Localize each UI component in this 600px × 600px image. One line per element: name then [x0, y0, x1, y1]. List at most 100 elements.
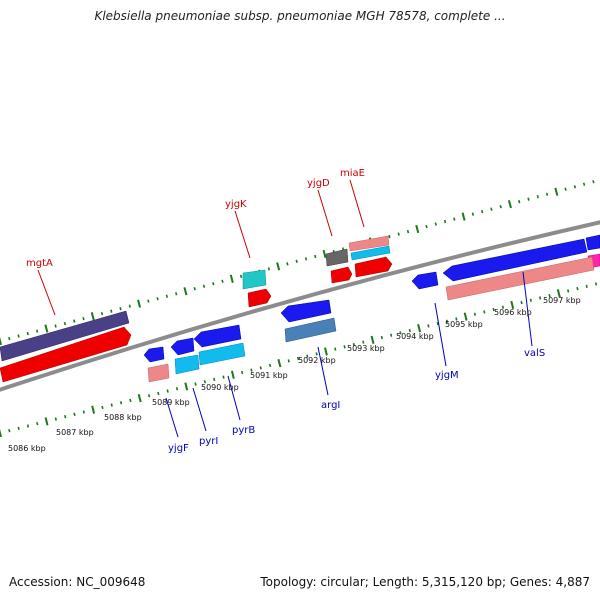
feature-yjgF-cds[interactable] — [147, 363, 170, 383]
feature-pyrB-cds[interactable] — [198, 342, 246, 366]
scale-5091-kbp: 5091 kbp — [250, 371, 288, 380]
reverse-tick — [0, 428, 2, 438]
reverse-tick — [352, 342, 356, 347]
feature-yjgF-gene[interactable] — [143, 346, 165, 363]
reverse-tick — [380, 335, 383, 340]
feature-valS-gene[interactable] — [442, 238, 588, 282]
reverse-tick — [166, 389, 169, 393]
leader-yjgF — [165, 397, 179, 438]
forward-tick — [545, 192, 549, 196]
scale-5089-kbp: 5089 kbp — [152, 398, 190, 407]
feature-argI-cds[interactable] — [284, 317, 337, 343]
forward-tick — [17, 334, 20, 338]
forward-tick — [221, 279, 224, 283]
reverse-tick — [203, 380, 207, 384]
gene-label-argI[interactable]: argI — [321, 400, 340, 411]
feature-yjgD-gene[interactable] — [325, 248, 349, 267]
forward-tick — [322, 249, 327, 259]
feature-miaE-cds-red[interactable] — [354, 256, 393, 278]
leader-miaE — [349, 179, 365, 228]
reverse-tick — [390, 333, 393, 337]
gene-label-yjgF[interactable]: yjgF — [168, 443, 189, 454]
reverse-tick — [520, 301, 523, 305]
forward-tick — [554, 187, 559, 196]
forward-tick — [406, 229, 410, 234]
forward-tick — [564, 187, 567, 191]
forward-features — [0, 234, 600, 383]
reverse-tick — [306, 354, 309, 358]
gene-label-yjgD[interactable]: yjgD — [307, 178, 330, 189]
reverse-tick — [548, 293, 551, 298]
forward-tick — [229, 274, 234, 283]
feature-argI-gene[interactable] — [280, 299, 332, 323]
feature-miaE-cds[interactable] — [350, 245, 391, 261]
reverse-tick — [230, 370, 235, 379]
feature-pyrI-gene[interactable] — [170, 337, 195, 356]
forward-tick — [35, 329, 39, 333]
feature-mgtA-gene[interactable] — [0, 310, 130, 362]
gene-label-yjgK[interactable]: yjgK — [225, 199, 247, 210]
forward-tick — [73, 319, 76, 323]
forward-tick — [202, 284, 206, 288]
gene-label-miaE[interactable]: miaE — [340, 168, 365, 179]
forward-tick — [415, 224, 420, 234]
forward-tick — [276, 262, 281, 271]
forward-tick — [461, 212, 466, 221]
feature-yjgM-gene[interactable] — [411, 271, 439, 290]
gene-label-pyrB[interactable]: pyrB — [232, 425, 255, 436]
reverse-tick — [556, 289, 561, 298]
scale-5096-kbp: 5096 kbp — [494, 308, 532, 317]
forward-tick — [286, 262, 289, 266]
reverse-tick — [427, 324, 430, 328]
scale-labels: 5086 kbp 5087 kbp 5088 kbp 5089 kbp 5090… — [8, 296, 581, 453]
reverse-tick — [157, 391, 160, 396]
forward-tick — [128, 304, 131, 308]
feature-yjgK-gene[interactable] — [242, 269, 267, 290]
feature-pyrI-cds[interactable] — [174, 354, 200, 375]
reverse-tick — [408, 328, 411, 333]
forward-tick — [193, 287, 196, 291]
forward-tick — [314, 254, 317, 259]
feature-valS-cds[interactable] — [445, 256, 595, 301]
forward-tick — [8, 336, 11, 341]
scale-5087-kbp: 5087 kbp — [56, 428, 94, 437]
forward-tick — [175, 292, 178, 296]
forward-tick — [147, 299, 150, 303]
feature-mgtA-cds[interactable] — [0, 326, 132, 383]
forward-tick — [90, 312, 95, 321]
feature-yjgK-cds[interactable] — [247, 288, 272, 308]
reverse-tick — [222, 375, 225, 379]
forward-tick — [592, 180, 595, 184]
forward-tick — [304, 257, 308, 261]
reverse-tick — [110, 403, 113, 407]
reverse-tick-row — [0, 282, 598, 438]
reverse-tick — [259, 366, 262, 370]
gene-labels: mgtA yjgK yjgD miaE yjgF pyrI pyrB argI … — [26, 168, 545, 454]
reverse-tick — [44, 417, 49, 426]
forward-tick — [239, 274, 243, 279]
gene-label-yjgM[interactable]: yjgM — [435, 370, 459, 381]
feature-right-blue[interactable] — [585, 234, 600, 251]
reverse-tick — [137, 393, 142, 403]
gene-label-pyrI[interactable]: pyrI — [199, 436, 218, 447]
feature-pyrB-gene[interactable] — [193, 324, 242, 348]
gene-label-mgtA[interactable]: mgtA — [26, 258, 53, 269]
leader-valS — [522, 271, 533, 347]
forward-tick — [425, 224, 428, 229]
reverse-tick — [36, 422, 39, 426]
reverse-tick — [8, 428, 11, 433]
reverse-tick — [147, 394, 151, 398]
feature-miaE-gene[interactable] — [348, 235, 390, 252]
scale-5092-kbp: 5092 kbp — [298, 356, 336, 365]
forward-tick — [110, 309, 113, 313]
forward-tick — [573, 185, 577, 189]
gene-label-valS[interactable]: valS — [524, 348, 545, 359]
reverse-tick — [26, 424, 30, 428]
scale-5097-kbp: 5097 kbp — [543, 296, 581, 305]
reverse-tick — [241, 370, 244, 375]
leader-yjgD — [317, 189, 333, 237]
reverse-tick — [492, 307, 495, 312]
feature-yjgD-cds[interactable] — [330, 266, 353, 284]
forward-tick — [54, 324, 57, 328]
